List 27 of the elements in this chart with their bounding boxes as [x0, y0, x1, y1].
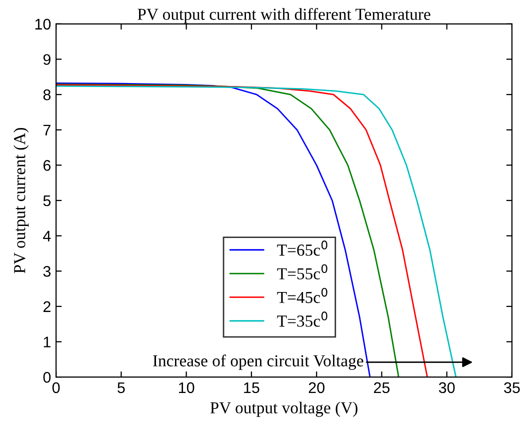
y-tick-label: 0 [43, 372, 51, 383]
y-tick-label: 4 [43, 230, 51, 242]
x-tick-label: 0 [52, 382, 60, 394]
y-axis-title: PV output current (A) [14, 128, 29, 274]
x-axis-title: PV output voltage (V) [210, 402, 358, 417]
legend-label: T=35c$^{0}$ [277, 312, 328, 327]
legend-label: T=55c$^{0}$ [277, 264, 328, 280]
x-tick-label: 20 [308, 382, 324, 394]
x-tick-label: 10 [178, 382, 194, 394]
y-tick-label: 10 [35, 18, 51, 30]
x-tick-label: 35 [504, 382, 520, 394]
y-tick-label: 8 [43, 89, 51, 100]
x-tick-label: 15 [244, 382, 260, 394]
legend-label: T=45c$^{0}$ [277, 288, 328, 304]
y-tick-label: 9 [43, 54, 50, 65]
y-tick-label: 6 [43, 160, 51, 171]
x-tick-label: 5 [118, 382, 125, 394]
annotation: Increase of open circuit Voltage [153, 354, 364, 370]
y-tick-label: 5 [43, 196, 51, 206]
y-tick-label: 3 [43, 266, 51, 277]
chart-title: PV output current with different Temerature [138, 8, 430, 24]
y-tick-label: 7 [43, 124, 50, 136]
y-tick-label: 2 [43, 301, 50, 312]
legend-label: T=65c$^{0}$ [277, 240, 328, 256]
x-tick-label: 25 [374, 382, 390, 394]
y-tick-label: 1 [44, 336, 50, 348]
x-tick-label: 30 [438, 382, 455, 394]
